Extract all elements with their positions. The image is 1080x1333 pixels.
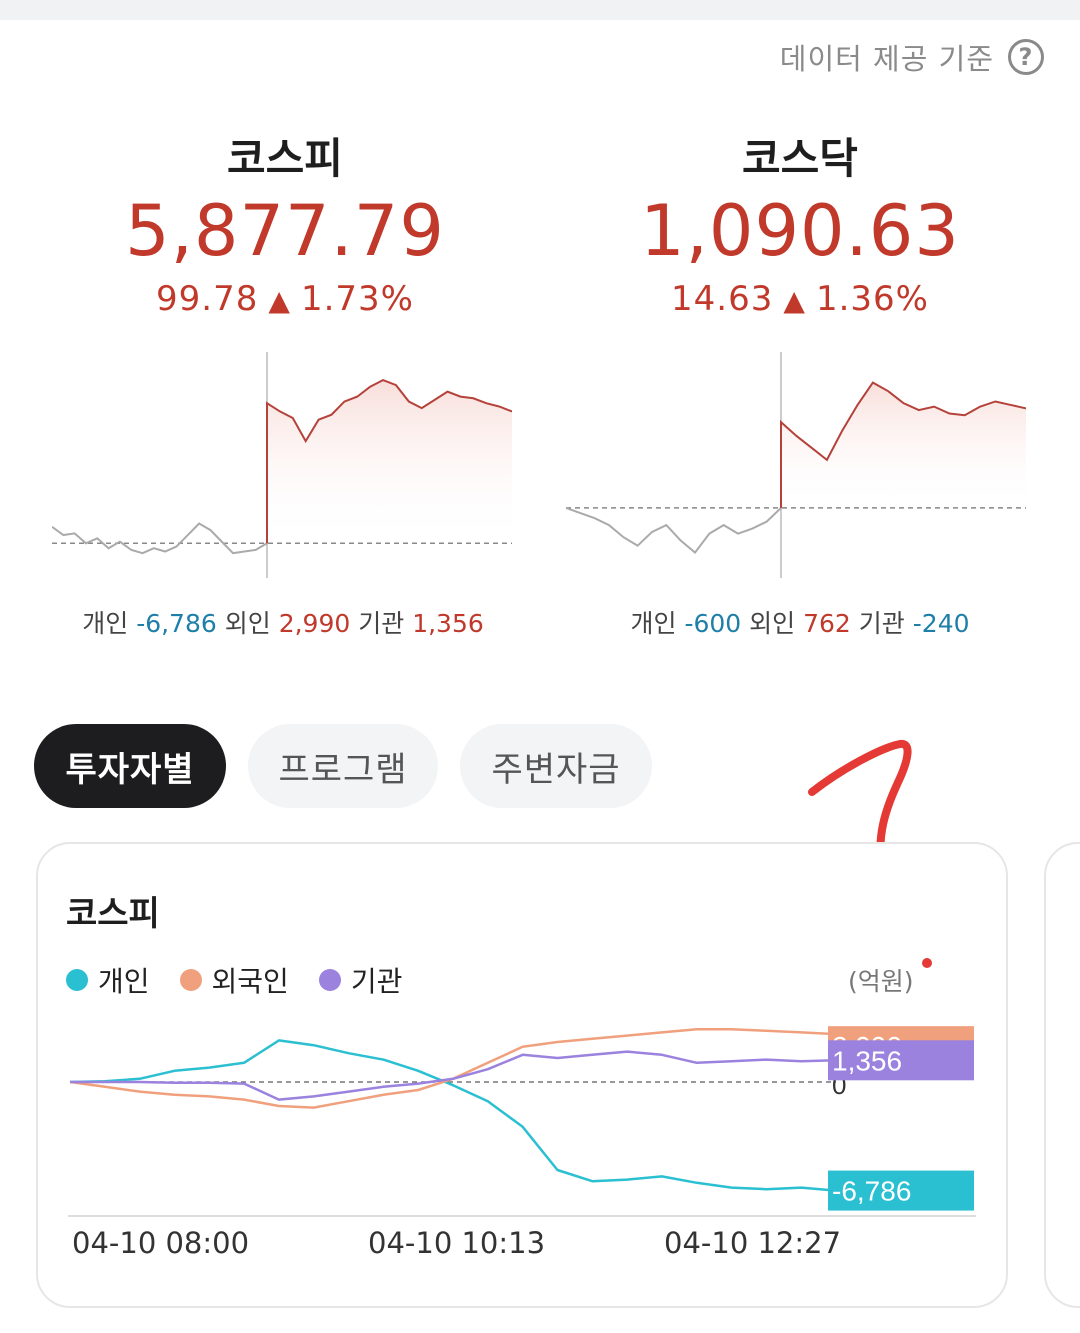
legend-label: 외국인: [211, 965, 289, 998]
end-label-box-0: [828, 1170, 974, 1211]
institution-label: 기관: [858, 609, 905, 638]
tab-program[interactable]: 프로그램: [248, 724, 438, 808]
individual-value: -6,786: [136, 609, 217, 638]
kospi-summary[interactable]: 코스피 5,877.79 99.78 ▲ 1.73%: [50, 130, 520, 324]
legend-label: 기관: [350, 965, 403, 998]
kosdaq-investor-summary: 개인 -600 외인 762 기관 -240: [565, 604, 1035, 640]
tab-investor[interactable]: 투자자별: [34, 724, 226, 808]
end-label-2: 1,356: [832, 1045, 902, 1076]
legend-item-foreign: 외국인: [179, 960, 289, 1000]
legend-item-individual: 개인: [66, 960, 150, 1000]
sparkline-today: [266, 379, 512, 544]
end-label-box-2: [828, 1040, 974, 1081]
legend-item-institution: 기관: [318, 960, 403, 1000]
index-change: 14.63 ▲ 1.36%: [565, 274, 1035, 324]
legend-label: 개인: [98, 965, 150, 998]
hand-drawn-annotation: [808, 739, 912, 884]
x-tick-label: 04-10 12:27: [664, 1226, 842, 1260]
individual-label: 개인: [82, 609, 129, 638]
card-title: 코스피: [66, 894, 160, 934]
legend-dot: [66, 969, 88, 991]
individual-label: 개인: [630, 609, 677, 638]
data-source-label: 데이터 제공 기준: [779, 42, 994, 76]
top-status-bar: [0, 0, 1080, 20]
investor-flow-chart[interactable]: 02,9901,356-6,786: [60, 1000, 980, 1220]
unit-label: (억원): [848, 967, 914, 996]
series-line-1: [69, 1027, 837, 1109]
chart-legend: 개인 외국인 기관: [66, 960, 402, 1000]
kospi-investor-summary: 개인 -6,786 외인 2,990 기관 1,356: [48, 604, 518, 640]
change-percent: 1.73%: [300, 279, 414, 319]
series-line-0: [69, 1039, 837, 1192]
foreign-value: 762: [803, 609, 851, 638]
change-amount: 14.63: [671, 279, 774, 319]
index-change: 99.78 ▲ 1.73%: [50, 274, 520, 324]
institution-label: 기관: [358, 609, 405, 638]
institution-value: -240: [912, 609, 970, 638]
kosdaq-sparkline[interactable]: [566, 352, 1026, 578]
sparkline-area: [267, 380, 512, 544]
sparkline-today: [780, 381, 1026, 508]
index-name: 코스닥: [742, 134, 858, 183]
institution-value: 1,356: [412, 609, 484, 638]
sparkline-area: [781, 382, 1026, 508]
legend-dot: [318, 969, 341, 991]
kosdaq-summary[interactable]: 코스닥 1,090.63 14.63 ▲ 1.36%: [565, 130, 1035, 324]
triangle-up-icon: ▲: [268, 284, 291, 317]
next-card-peek[interactable]: [1044, 842, 1080, 1308]
index-value: 1,090.63: [640, 190, 960, 272]
foreign-label: 외인: [224, 609, 271, 638]
kospi-sparkline[interactable]: [52, 352, 512, 578]
foreign-value: 2,990: [278, 609, 351, 638]
sparkline-previous: [52, 522, 268, 555]
change-amount: 99.78: [156, 279, 259, 319]
legend-dot: [179, 969, 202, 991]
series-line-2: [70, 1050, 837, 1101]
tab-surrounding-funds[interactable]: 주변자금: [460, 724, 652, 808]
foreign-label: 외인: [749, 609, 796, 638]
sparkline-previous: [566, 506, 782, 554]
end-label-0: -6,786: [832, 1176, 911, 1207]
data-source-link[interactable]: 데이터 제공 기준 ?: [780, 36, 1044, 78]
question-circle-icon[interactable]: ?: [1008, 39, 1044, 75]
index-name: 코스피: [227, 134, 343, 183]
x-tick-label: 04-10 10:13: [368, 1226, 546, 1260]
x-tick-label: 04-10 08:00: [72, 1226, 250, 1260]
change-percent: 1.36%: [815, 279, 929, 319]
individual-value: -600: [684, 609, 742, 638]
triangle-up-icon: ▲: [783, 284, 806, 317]
new-indicator-dot: [922, 958, 932, 968]
index-value: 5,877.79: [125, 190, 445, 272]
